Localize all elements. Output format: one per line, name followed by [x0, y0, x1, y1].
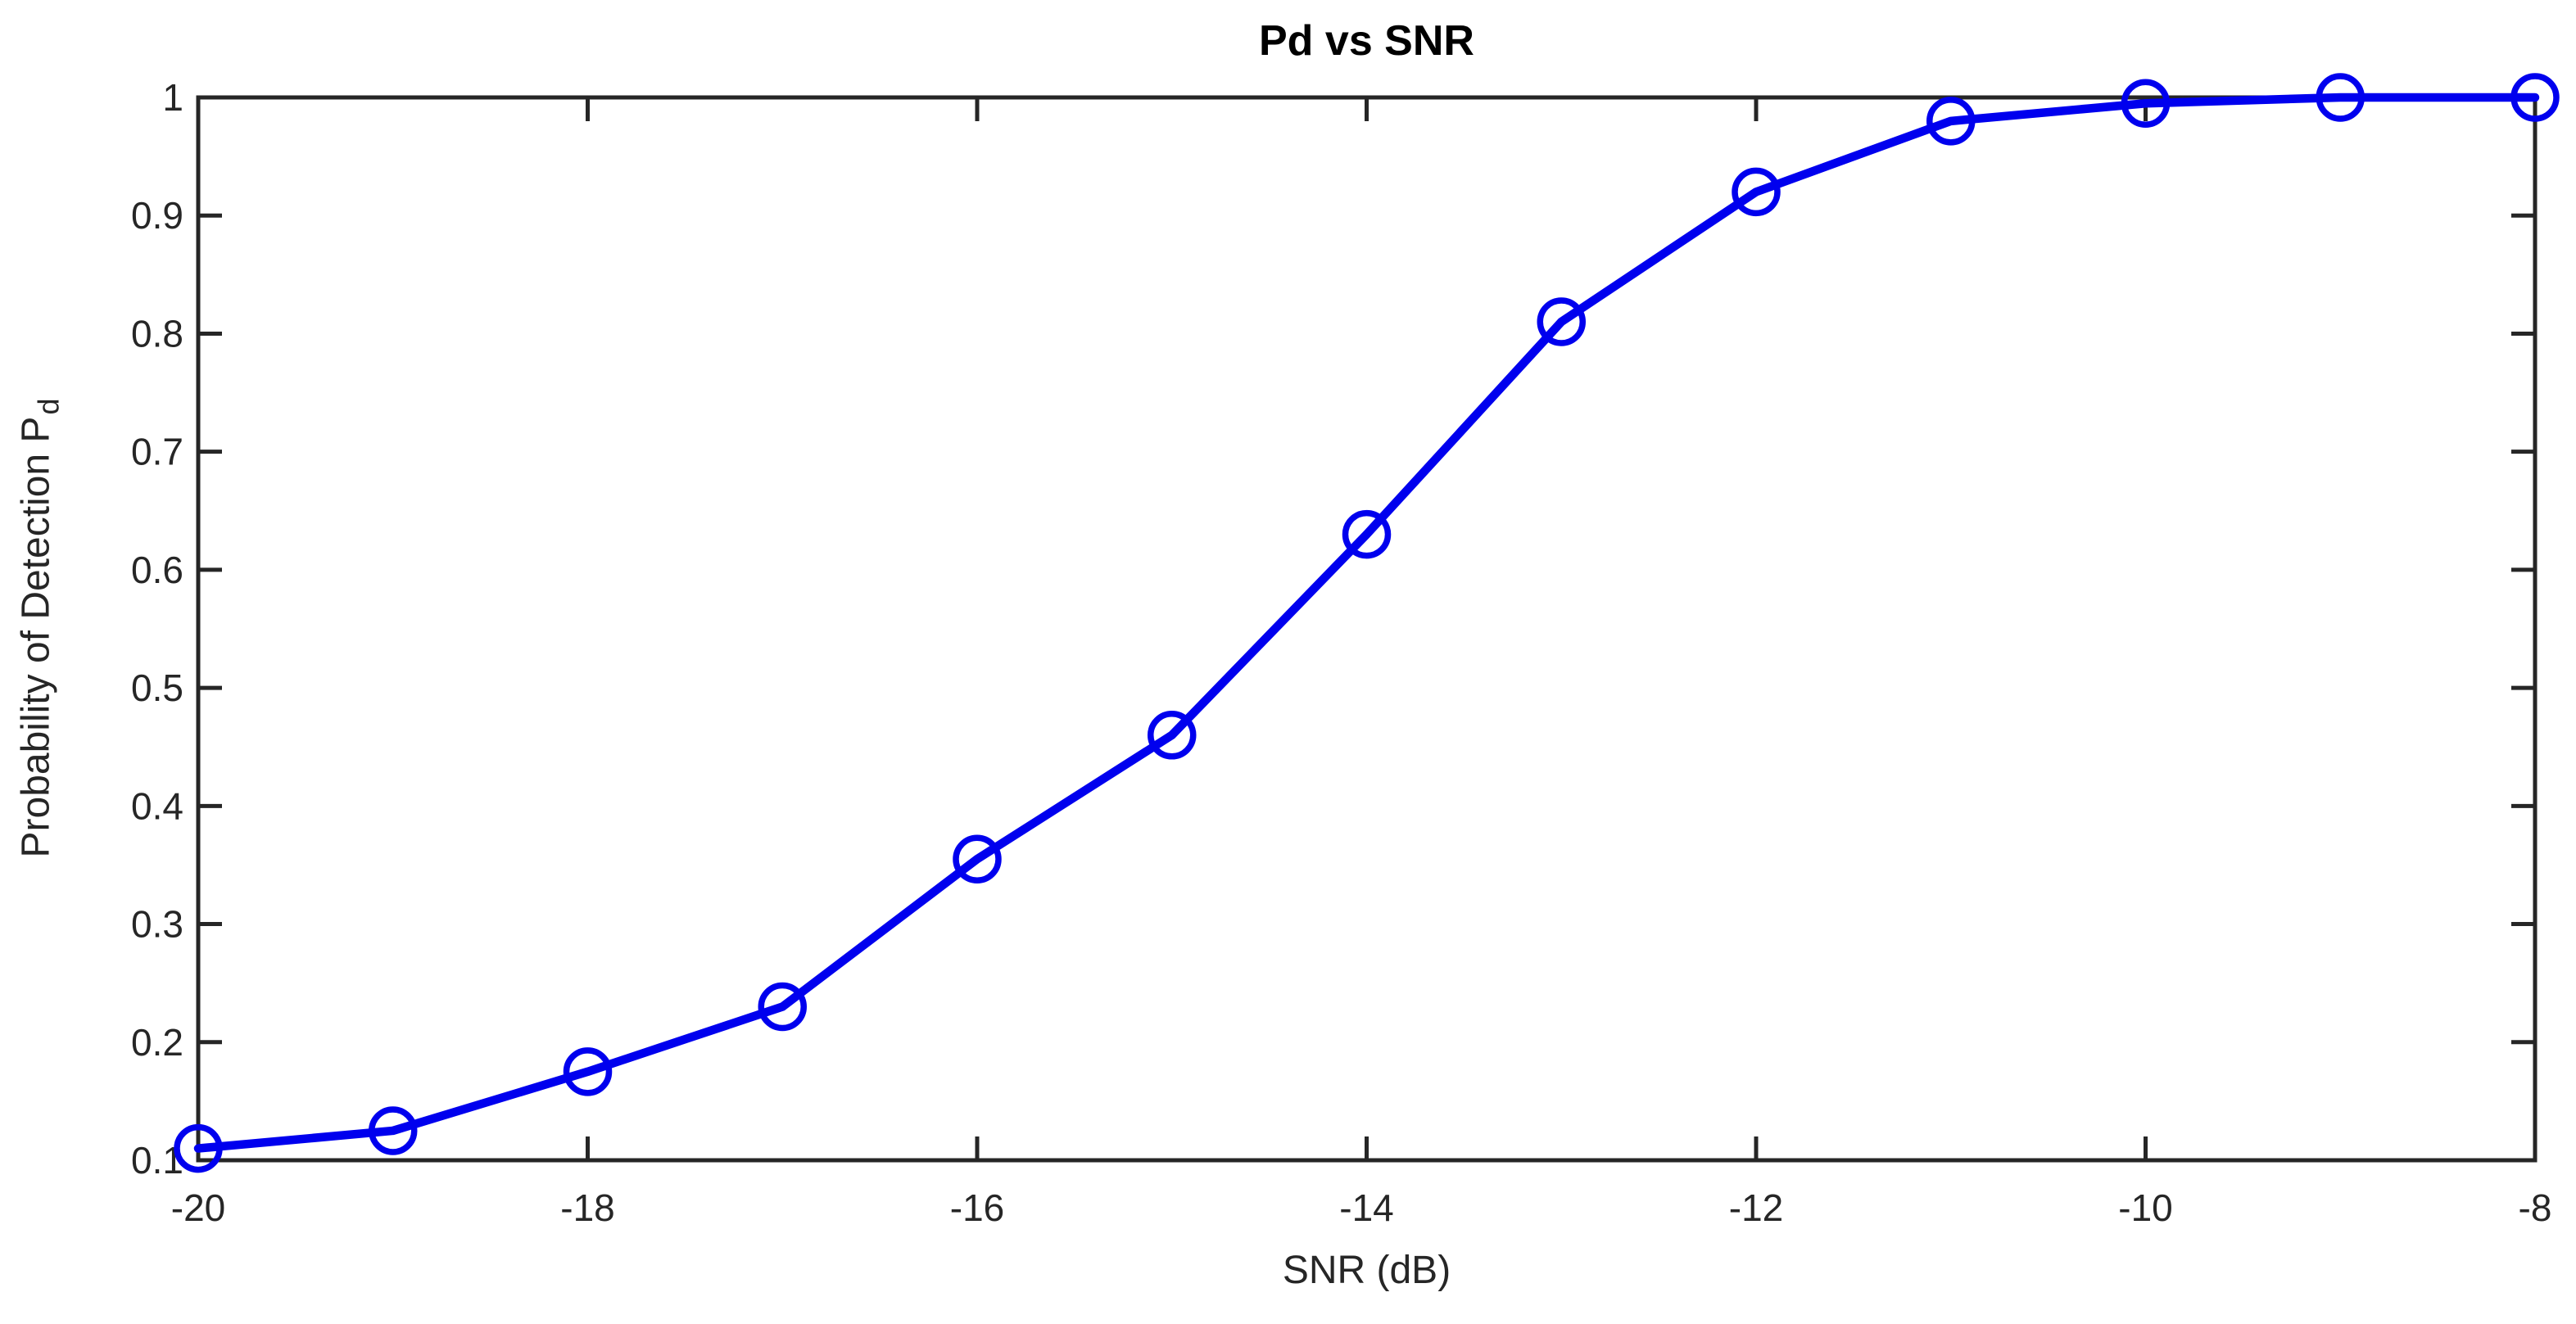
- x-tick-label: -12: [1729, 1186, 1783, 1229]
- data-marker: [1148, 711, 1197, 760]
- data-marker: [953, 834, 1002, 883]
- y-tick-label: 0.7: [131, 431, 183, 473]
- y-axis-label-main: Probability of Detection P: [14, 416, 58, 858]
- y-tick-label: 0.5: [131, 667, 183, 709]
- axis-box: [196, 95, 2538, 1163]
- y-axis-label-subscript: d: [31, 398, 66, 415]
- x-tick-label: -20: [171, 1186, 225, 1229]
- x-tick-label: -16: [950, 1186, 1004, 1229]
- data-marker: [2316, 73, 2365, 122]
- y-tick-label: 0.6: [131, 549, 183, 591]
- y-tick-label: 0.2: [131, 1021, 183, 1064]
- y-tick-label: 0.8: [131, 312, 183, 355]
- y-tick-label: 0.9: [131, 194, 183, 237]
- y-axis-label: Probability of Detection Pd: [14, 399, 66, 858]
- x-axis-label: SNR (dB): [1282, 1249, 1451, 1292]
- data-marker: [1537, 297, 1586, 346]
- y-tick-label: 1: [162, 76, 183, 119]
- chart-title: Pd vs SNR: [1259, 17, 1474, 65]
- data-marker: [1732, 167, 1781, 217]
- x-tick-label: -14: [1339, 1186, 1393, 1229]
- data-marker: [1342, 509, 1392, 559]
- y-tick-label: 0.4: [131, 784, 183, 827]
- data-marker: [1926, 97, 1976, 146]
- data-marker: [563, 1047, 613, 1096]
- x-tick-label: -18: [560, 1186, 614, 1229]
- data-marker: [2510, 73, 2560, 122]
- data-marker: [369, 1106, 418, 1155]
- data-marker: [758, 982, 807, 1032]
- data-marker: [2121, 79, 2171, 128]
- data-line: [193, 93, 2540, 1153]
- x-tick-label: -8: [2519, 1186, 2552, 1229]
- data-marker: [174, 1123, 223, 1173]
- x-tick-label: -10: [2118, 1186, 2172, 1229]
- y-tick-label: 0.3: [131, 903, 183, 946]
